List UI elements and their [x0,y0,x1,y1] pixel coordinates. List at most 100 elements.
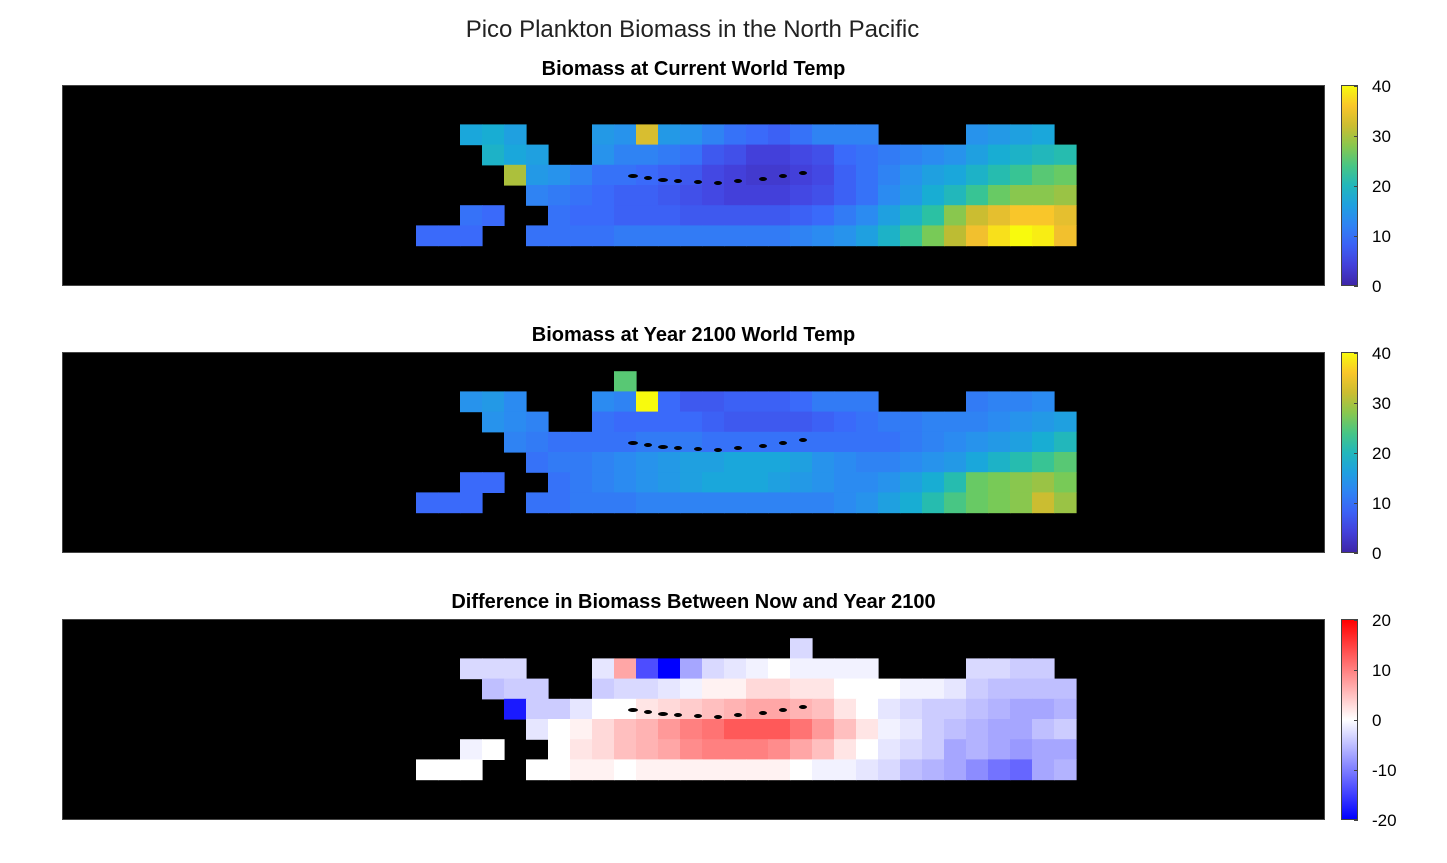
heatmap-cell [768,144,791,166]
heatmap-cell [878,759,901,781]
heatmap-cell [592,391,615,413]
heatmap-cell [526,759,549,781]
island-mark [759,444,767,448]
heatmap-cell [944,452,967,473]
heatmap-cell [504,411,527,433]
colorbar-tick-mark [1354,553,1358,554]
heatmap-cell [614,678,637,700]
heatmap-cell [922,678,945,700]
heatmap-cell [1054,164,1077,186]
heatmap-cell [592,452,615,473]
heatmap-cell [724,658,747,680]
island-mark [714,715,722,719]
heatmap-cell [658,472,681,493]
heatmap-cell [680,658,703,680]
heatmap-cell [768,431,791,453]
heatmap-cell [922,185,945,206]
heatmap-cell [856,658,879,680]
island-mark [759,177,767,181]
heatmap-cell [944,431,967,453]
heatmap-cell [856,144,879,166]
heatmap-cell [746,492,769,514]
colorbar-tick-mark [1354,86,1358,87]
heatmap-cell [988,205,1011,226]
heatmap-cell [944,472,967,493]
heatmap-cell [768,391,791,413]
heatmap-cell [570,452,593,473]
heatmap-cell [1032,225,1055,247]
colorbar-tick-mark [1354,820,1358,821]
heatmap-cell [438,759,461,781]
heatmap-cell [658,678,681,700]
heatmap-cell [944,492,967,514]
heatmap-cell [680,225,703,247]
heatmap-cell [680,719,703,740]
heatmap-cell [658,411,681,433]
heatmap-cell [570,431,593,453]
heatmap-cell [900,225,923,247]
heatmap-cell [724,185,747,206]
heatmap-cell [1054,452,1077,473]
heatmap-cell [504,391,527,413]
panel-2-title: Biomass at Year 2100 World Temp [531,324,856,346]
heatmap-cell [834,164,857,186]
heatmap-cell [526,431,549,453]
heatmap-cell [1010,205,1033,226]
island-mark [694,180,702,184]
heatmap-cell [614,144,637,166]
panel-2-map [62,352,1325,553]
heatmap-cell [702,225,725,247]
heatmap-cell [526,185,549,206]
heatmap-cell [812,698,835,720]
heatmap-cell [878,739,901,760]
heatmap-cell [636,391,659,413]
heatmap-cell [1032,739,1055,760]
heatmap-cell [658,452,681,473]
heatmap-cell [1054,431,1077,453]
heatmap-cell [944,185,967,206]
heatmap-cell [702,739,725,760]
heatmap-cell [966,144,989,166]
heatmap-cell [812,452,835,473]
island-mark [644,443,652,447]
heatmap-cell [856,391,879,413]
heatmap-cell [1010,678,1033,700]
island-mark [644,710,652,714]
heatmap-cell [548,698,571,720]
heatmap-cell [834,472,857,493]
heatmap-cell [658,658,681,680]
heatmap-cell [900,759,923,781]
heatmap-cell [614,225,637,247]
heatmap-cell [856,185,879,206]
heatmap-cell [438,492,461,514]
heatmap-cell [812,759,835,781]
heatmap-cell [460,759,483,781]
heatmap-cell [724,472,747,493]
heatmap-cell [768,698,791,720]
heatmap-cell [592,225,615,247]
heatmap-cell [790,411,813,433]
heatmap-cell [548,452,571,473]
heatmap-cell [702,124,725,146]
heatmap-cell [614,698,637,720]
heatmap-cell [812,719,835,740]
colorbar-tick-mark [1354,236,1358,237]
island-mark [734,179,742,183]
heatmap-cell [878,472,901,493]
heatmap-cell [988,124,1011,146]
heatmap-cell [966,411,989,433]
heatmap-cell [900,719,923,740]
colorbar-tick-label: 0 [1372,277,1382,296]
heatmap-cell [482,678,505,700]
heatmap-cell [724,431,747,453]
heatmap-cell [1054,759,1077,781]
heatmap-cell [548,719,571,740]
heatmap-cell [834,658,857,680]
heatmap-cell [790,739,813,760]
colorbar-tick-mark [1354,770,1358,771]
heatmap-cell [988,164,1011,186]
heatmap-cell [526,492,549,514]
heatmap-cell [900,411,923,433]
heatmap-cell [460,739,483,760]
heatmap-cell [702,164,725,186]
